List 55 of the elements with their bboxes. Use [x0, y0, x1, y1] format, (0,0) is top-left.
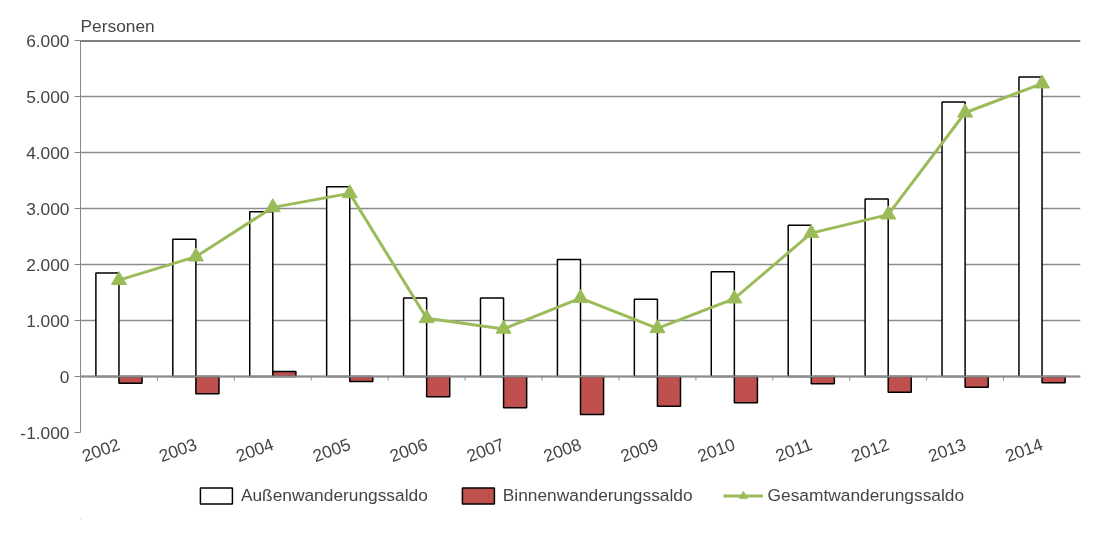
x-tick-label: 2002: [79, 434, 123, 467]
x-tick-label: 2003: [156, 434, 200, 467]
x-tick-label: 2006: [387, 434, 431, 467]
bar: [172, 238, 197, 378]
bar: [502, 375, 528, 409]
legend-label: Gesamtwanderungssaldo: [767, 484, 965, 506]
point: [726, 289, 743, 304]
point: [803, 223, 820, 238]
x-tick-label: 2012: [848, 434, 892, 467]
x-tick-label: 2013: [925, 434, 969, 467]
bar: [1018, 76, 1043, 378]
bar: [479, 297, 505, 378]
point: [341, 184, 358, 199]
x-tick-label: 2005: [310, 434, 354, 467]
bar: [195, 375, 220, 395]
point: [418, 309, 435, 324]
y-tick-label: 2.000: [26, 254, 70, 275]
point: [649, 319, 666, 334]
bar: [787, 224, 813, 378]
x-tick-label: 2014: [1002, 433, 1046, 467]
legend-label: Außenwanderungssaldo: [240, 484, 428, 506]
point: [264, 198, 281, 213]
bar: [941, 101, 966, 378]
legend-label: Binnenwanderungssaldo: [502, 484, 693, 506]
point: [880, 205, 897, 220]
bar: [656, 375, 682, 407]
x-tick-label: 2007: [463, 434, 508, 467]
bar: [733, 375, 759, 404]
point: [187, 247, 204, 262]
x-tick-label: 2009: [617, 434, 661, 467]
y-tick-label: 0: [59, 366, 70, 387]
bar: [864, 198, 889, 378]
y-tick-label: 6.000: [26, 30, 70, 51]
x-tick-label: 2008: [540, 434, 584, 467]
point: [110, 271, 127, 286]
bar: [579, 375, 605, 416]
bar: [402, 297, 428, 378]
y-tick-label: 3.000: [26, 198, 70, 219]
y-tick-label: -1.000: [20, 422, 70, 443]
point: [957, 103, 974, 118]
bar: [325, 185, 351, 378]
x-tick-label: 2011: [772, 434, 815, 466]
x-tick-label: 2004: [233, 433, 277, 467]
y-tick-label: 1.000: [26, 310, 70, 331]
point: [572, 288, 589, 303]
point: [495, 319, 512, 334]
y-tick-label: 4.000: [26, 142, 70, 163]
y-axis-title: Personen: [80, 15, 155, 36]
bar: [556, 258, 582, 378]
bar: [95, 272, 120, 378]
bar: [633, 298, 659, 378]
y-tick-label: 5.000: [26, 86, 70, 107]
bar: [710, 271, 736, 378]
point: [1034, 74, 1051, 89]
x-tick-label: 2010: [694, 434, 738, 467]
